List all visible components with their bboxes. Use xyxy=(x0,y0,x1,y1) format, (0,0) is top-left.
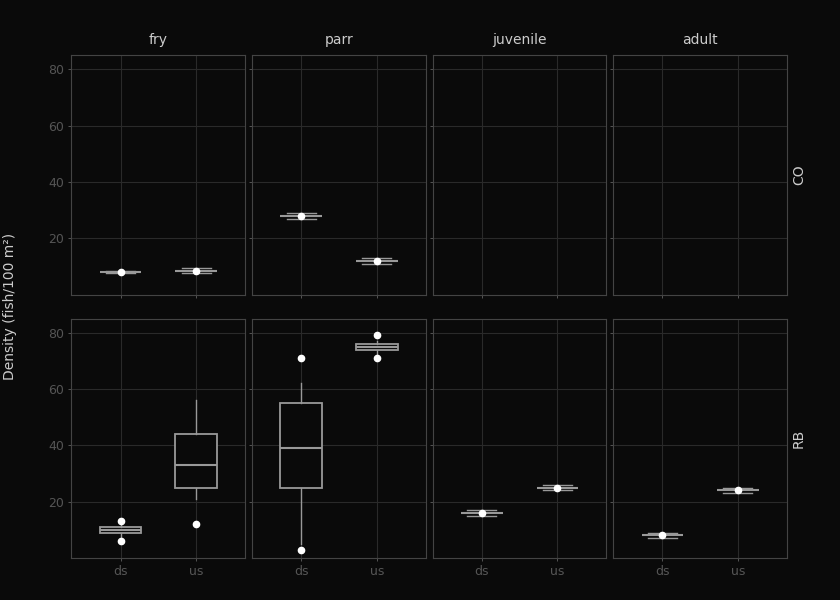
Bar xyxy=(176,434,217,488)
Bar xyxy=(100,527,141,533)
Text: fry: fry xyxy=(149,32,168,47)
Text: CO: CO xyxy=(792,164,806,185)
Bar xyxy=(356,344,397,350)
Text: RB: RB xyxy=(792,428,806,448)
Text: juvenile: juvenile xyxy=(492,32,547,47)
Text: Density (fish/100 m²): Density (fish/100 m²) xyxy=(3,233,17,380)
Text: parr: parr xyxy=(324,32,354,47)
Bar xyxy=(281,403,322,488)
Text: adult: adult xyxy=(682,32,718,47)
